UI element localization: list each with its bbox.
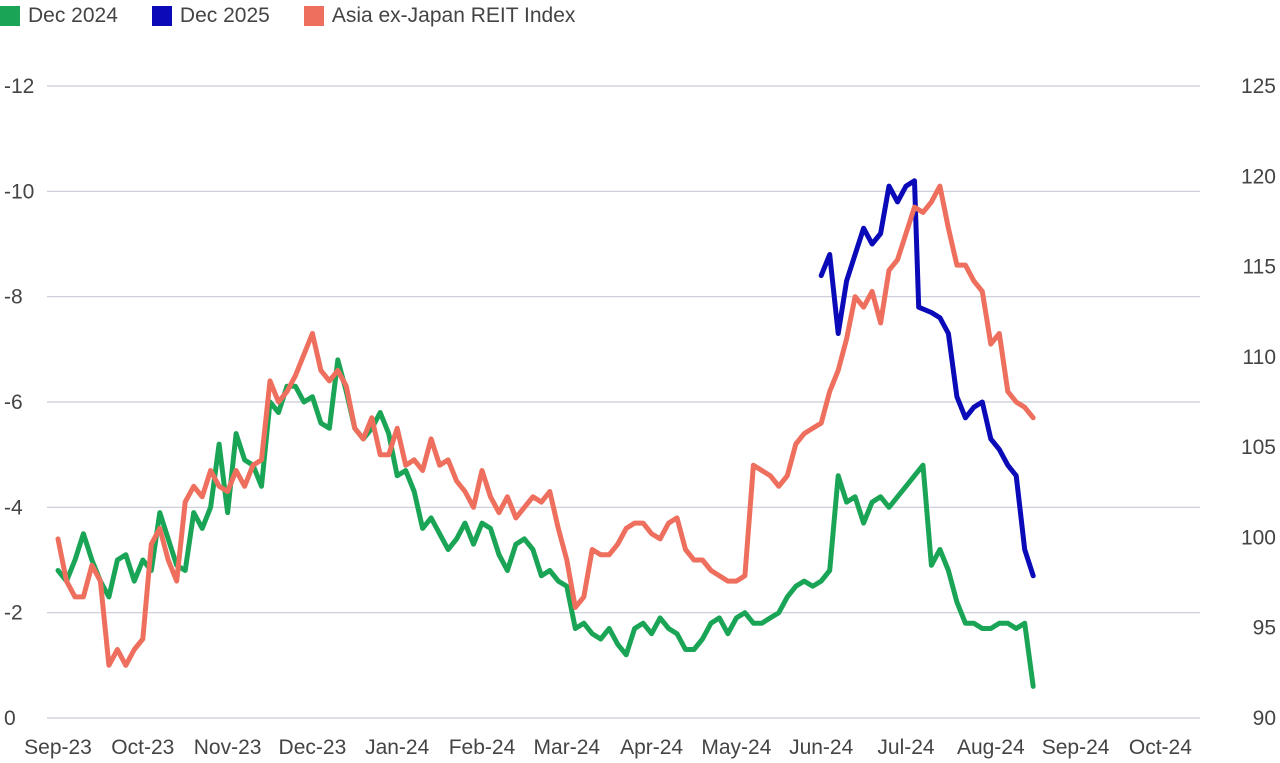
x-tick-label: May-24 [701, 736, 771, 759]
legend-label-reit-index: Asia ex-Japan REIT Index [331, 4, 576, 27]
y-axis-right: 90 95 100 105 110 115 120 125 [1241, 75, 1276, 730]
y-left-tick-label: -8 [4, 286, 23, 309]
legend-item-reit-index: Asia ex-Japan REIT Index [303, 4, 576, 28]
y-right-tick-label: 100 [1241, 526, 1276, 549]
x-tick-label: Sep-24 [1042, 736, 1110, 759]
x-tick-label: Apr-24 [620, 736, 683, 759]
gridlines [47, 85, 1200, 719]
y-right-tick-label: 95 [1253, 617, 1276, 640]
x-tick-label: Oct-23 [111, 736, 174, 759]
legend-swatch-reit-index [303, 6, 324, 26]
x-axis: Sep-23 Oct-23 Nov-23 Dec-23 Jan-24 Feb-24 Mar-… [24, 736, 1192, 759]
x-tick-label: Dec-23 [279, 736, 347, 759]
x-tick-label: Oct-24 [1129, 736, 1192, 759]
series-line-asia-ex-japan-reit-index [55, 183, 1036, 668]
x-tick-label: Sep-23 [24, 736, 92, 759]
x-tick-label: Aug-24 [957, 736, 1025, 759]
y-right-tick-label: 115 [1243, 256, 1276, 279]
legend-swatch-dec-2025 [151, 6, 172, 26]
x-tick-label: Jan-24 [365, 736, 430, 759]
series-line-dec-2024 [55, 357, 1036, 689]
x-tick-label: Feb-24 [449, 736, 516, 759]
y-left-tick-label: -10 [4, 180, 34, 203]
y-right-tick-label: 125 [1241, 75, 1276, 98]
legend-item-dec-2025: Dec 2025 [151, 4, 270, 28]
x-tick-label: Jun-24 [789, 736, 854, 759]
y-right-tick-label: 120 [1241, 165, 1276, 188]
y-left-tick-label: -12 [4, 75, 34, 98]
y-axis-left: 0 -2 -4 -6 -8 -10 -12 [4, 75, 34, 730]
y-right-tick-label: 105 [1241, 436, 1276, 459]
legend: Dec 2024 Dec 2025 Asia ex-Japan REIT Ind… [0, 4, 575, 28]
series-line-dec-2025 [818, 178, 1036, 579]
legend-label-dec-2025: Dec 2025 [179, 4, 270, 27]
legend-item-dec-2024: Dec 2024 [0, 4, 118, 28]
y-left-tick-label: -2 [4, 602, 23, 625]
legend-swatch-dec-2024 [0, 6, 20, 26]
x-tick-label: Mar-24 [534, 736, 601, 759]
legend-label-dec-2024: Dec 2024 [28, 4, 118, 27]
y-left-tick-label: -4 [4, 496, 23, 519]
x-tick-label: Jul-24 [877, 736, 935, 759]
y-left-tick-label: -6 [4, 391, 23, 414]
x-tick-label: Nov-23 [194, 736, 262, 759]
y-right-tick-label: 90 [1253, 707, 1276, 730]
y-right-tick-label: 110 [1243, 346, 1276, 369]
series-lines [55, 178, 1036, 689]
y-left-tick-label: 0 [4, 707, 16, 730]
